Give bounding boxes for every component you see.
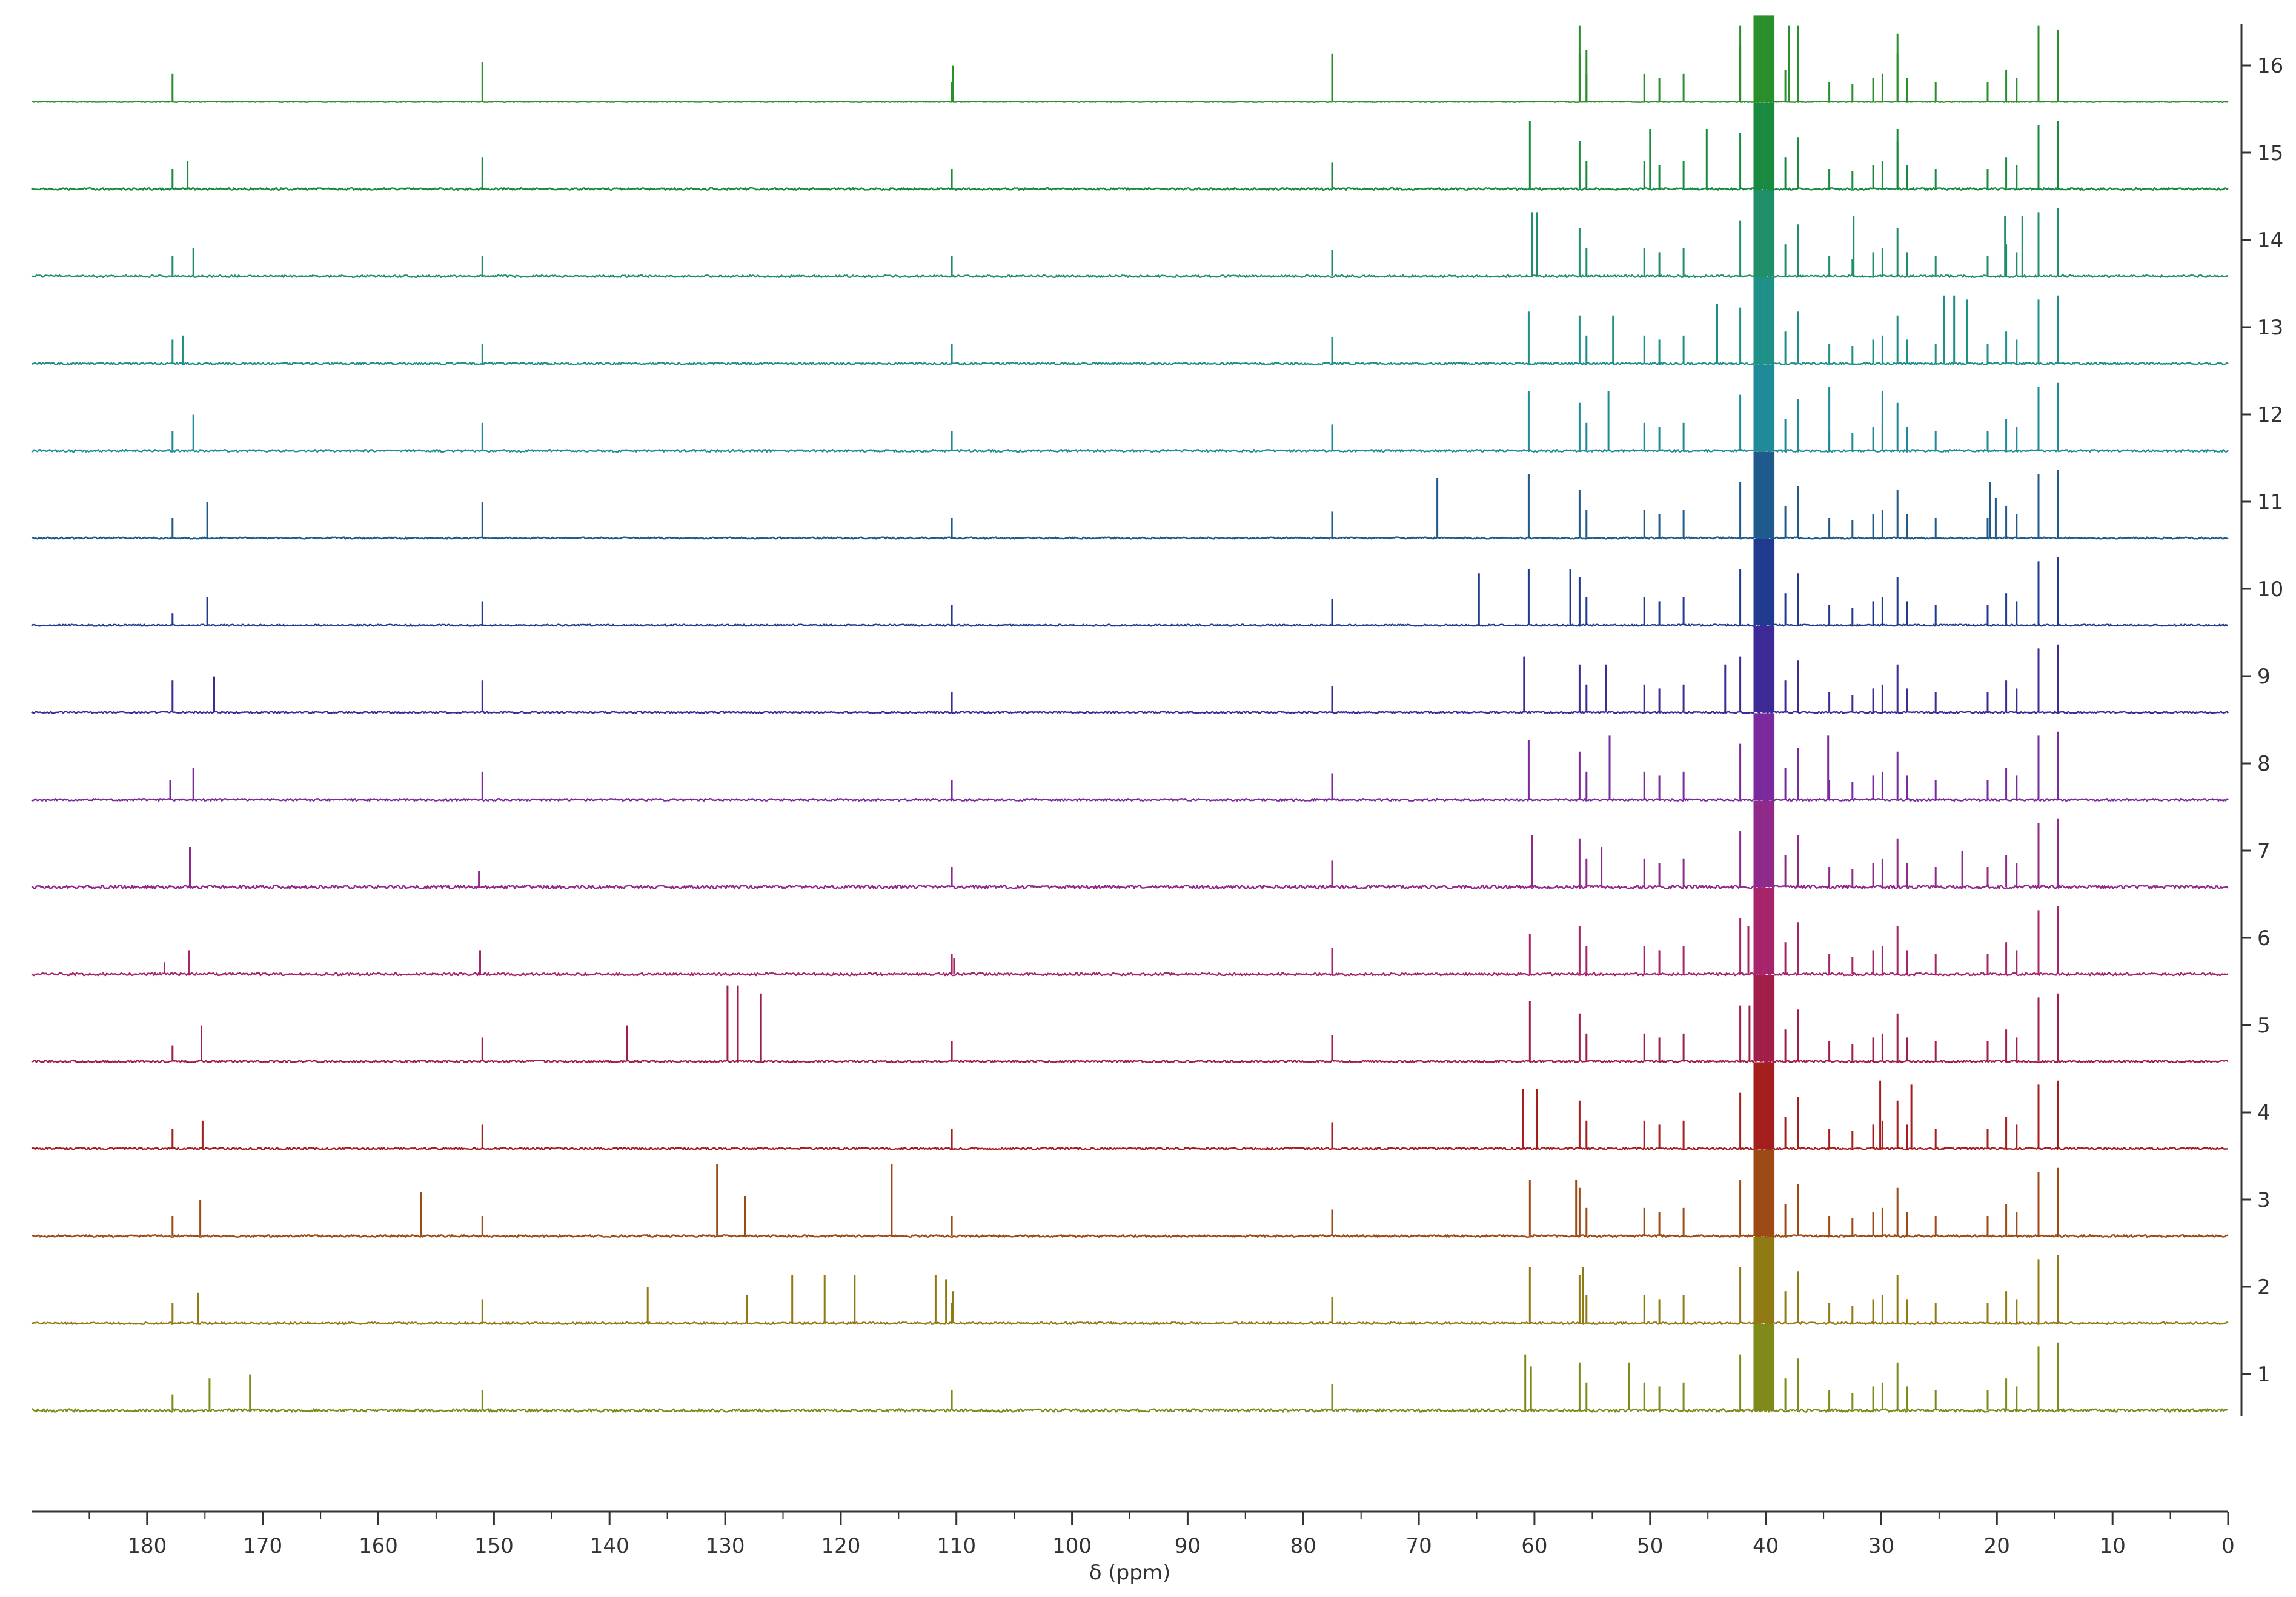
stack-label-11: 11 (2257, 490, 2283, 514)
stack-label-6: 6 (2257, 926, 2271, 951)
spectra-traces (31, 15, 2229, 1413)
stack-label-1: 1 (2257, 1363, 2271, 1387)
x-tick-label-30: 30 (1868, 1534, 1894, 1558)
stack-label-7: 7 (2257, 839, 2271, 863)
spectrum-trace-8 (31, 798, 2229, 802)
spectrum-trace-12 (31, 449, 2229, 453)
x-tick-label-0: 0 (2221, 1534, 2235, 1558)
stack-label-12: 12 (2257, 403, 2283, 427)
x-tick-label-90: 90 (1175, 1534, 1201, 1558)
stack-label-8: 8 (2257, 752, 2271, 776)
x-tick-label-130: 130 (706, 1534, 745, 1558)
x-tick-label-40: 40 (1753, 1534, 1779, 1558)
x-tick-label-110: 110 (937, 1534, 976, 1558)
x-tick-label-150: 150 (474, 1534, 514, 1558)
spectrum-trace-7 (31, 884, 2229, 890)
x-tick-label-60: 60 (1521, 1534, 1547, 1558)
spectrum-trace-1 (32, 1408, 2229, 1413)
spectrum-trace-16 (31, 101, 2229, 103)
stack-label-9: 9 (2257, 665, 2271, 689)
x-tick-label-50: 50 (1637, 1534, 1663, 1558)
spectrum-trace-11 (31, 536, 2229, 540)
spectrum-trace-9 (31, 711, 2229, 714)
x-tick-label-140: 140 (590, 1534, 629, 1558)
spectrum-trace-6 (31, 972, 2229, 977)
stack-label-2: 2 (2257, 1275, 2271, 1300)
spectrum-trace-2 (31, 1321, 2229, 1325)
chemical-shift-axis: 180 170 160 150 140 130 120 110 100 90 80 70 60 50 40 3… (32, 1510, 2235, 1558)
x-tick-label-10: 10 (2100, 1534, 2126, 1558)
spectrum-trace-13 (31, 362, 2229, 365)
x-tick-label-160: 160 (359, 1534, 398, 1558)
x-tick-label-80: 80 (1290, 1534, 1316, 1558)
x-tick-label-20: 20 (1984, 1534, 2010, 1558)
stack-label-10: 10 (2257, 577, 2283, 602)
x-tick-label-180: 180 (127, 1534, 167, 1558)
stack-label-15: 15 (2257, 141, 2283, 165)
x-axis-title: δ (ppm) (1089, 1561, 1170, 1585)
stack-label-4: 4 (2257, 1101, 2271, 1125)
stack-label-16: 16 (2257, 54, 2283, 78)
spectrum-trace-14 (31, 274, 2229, 278)
stack-label-5: 5 (2257, 1014, 2271, 1038)
x-tick-label-170: 170 (243, 1534, 282, 1558)
x-tick-label-70: 70 (1405, 1534, 1432, 1558)
x-tick-label-100: 100 (1052, 1534, 1092, 1558)
x-tick-label-120: 120 (821, 1534, 860, 1558)
spectrum-trace-15 (31, 187, 2229, 191)
spectrum-trace-5 (31, 1060, 2229, 1063)
stack-label-14: 14 (2257, 228, 2283, 253)
spectrum-trace-4 (31, 1147, 2229, 1150)
spectrum-trace-10 (31, 623, 2229, 627)
stack-label-3: 3 (2257, 1188, 2271, 1212)
spectrum-trace-3 (31, 1234, 2229, 1238)
stack-label-13: 13 (2257, 316, 2283, 340)
